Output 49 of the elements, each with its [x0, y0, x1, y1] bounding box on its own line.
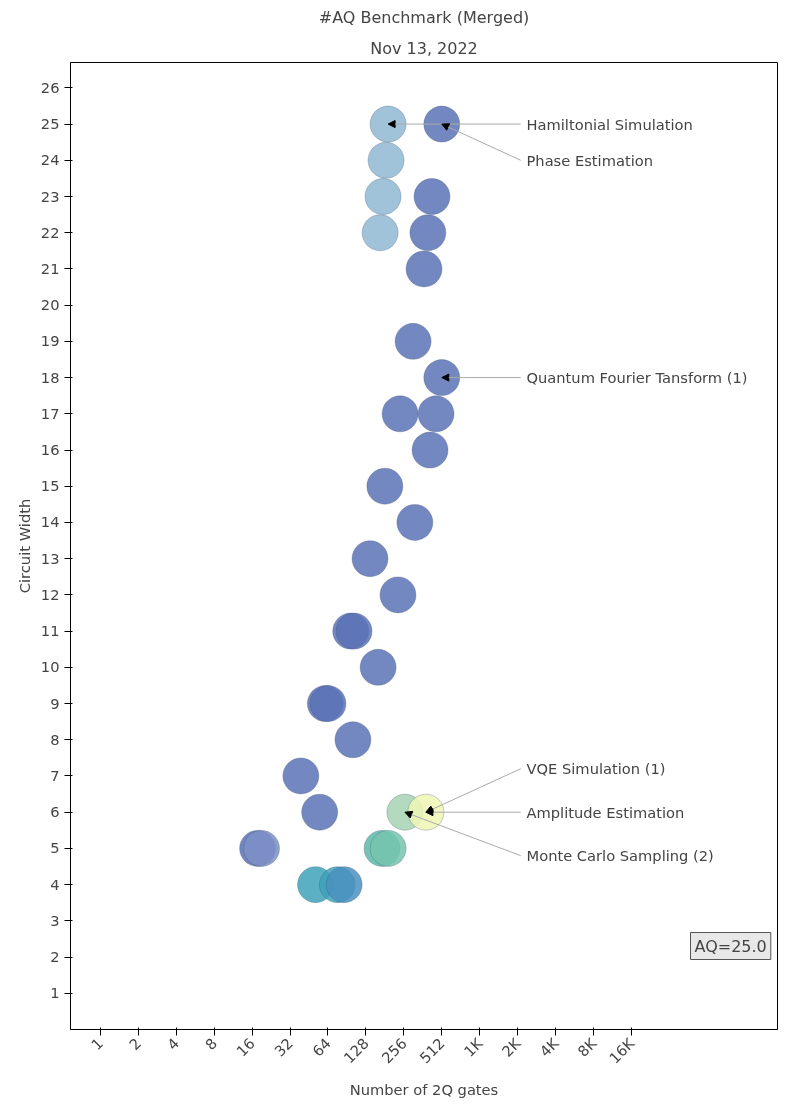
x-tick-label: 16: [232, 1034, 259, 1060]
y-tick-label: 3: [50, 911, 60, 929]
x-tick-label: 1: [87, 1034, 107, 1054]
y-tick-label: 2: [50, 948, 60, 966]
y-tick-label: 9: [50, 694, 60, 712]
y-tick-label: 20: [40, 296, 60, 314]
x-tick-label: 32: [270, 1034, 297, 1060]
y-tick-label: 18: [40, 368, 60, 386]
y-tick-label: 19: [40, 332, 60, 350]
y-tick-label: 24: [40, 151, 60, 169]
y-tick-label: 21: [40, 259, 60, 277]
y-tick-label: 13: [40, 549, 60, 567]
x-tick-label: 2: [125, 1034, 145, 1054]
x-tick-label: 512: [415, 1034, 448, 1067]
annotation: AQ=25.0: [694, 936, 767, 956]
annotation: Hamiltonial Simulation: [526, 115, 693, 133]
annotation: Phase Estimation: [526, 151, 653, 169]
y-tick-label: 4: [50, 875, 60, 893]
y-tick-label: 10: [40, 658, 60, 676]
y-tick-label: 14: [40, 513, 60, 531]
x-axis-title: Number of 2Q gates: [349, 1080, 499, 1098]
annotation: Amplitude Estimation: [526, 803, 685, 821]
y-tick-label: 23: [40, 187, 60, 205]
annotation: Monte Carlo Sampling (2): [526, 847, 714, 865]
x-tick-label: 8: [201, 1034, 221, 1054]
y-tick-label: 25: [40, 115, 60, 133]
y-tick-label: 17: [40, 404, 60, 422]
y-tick-label: 22: [40, 223, 60, 241]
y-tick-label: 15: [40, 477, 60, 495]
x-tick-label: 4K: [536, 1034, 562, 1060]
y-tick-label: 7: [50, 766, 60, 784]
x-tick-label: 8K: [574, 1034, 600, 1060]
x-tick-label: 1K: [460, 1034, 487, 1060]
x-tick-label: 64: [308, 1034, 334, 1060]
y-tick-label: 6: [50, 803, 60, 821]
y-tick-label: 12: [40, 585, 60, 603]
x-tick-label: 4: [163, 1034, 183, 1054]
y-tick-label: 26: [40, 78, 60, 96]
y-axis-title: Circuit Width: [15, 498, 33, 594]
y-tick-label: 5: [50, 839, 60, 857]
y-tick-label: 16: [40, 441, 60, 459]
y-tick-label: 1: [50, 984, 60, 1002]
annotation: Quantum Fourier Tansform (1): [526, 369, 748, 387]
y-tick-label: 8: [50, 730, 60, 748]
x-tick-label: 2K: [498, 1034, 524, 1060]
chart-subtitle: Nov 13, 2022: [370, 38, 478, 58]
y-tick-label: 11: [40, 622, 60, 640]
annotation: VQE Simulation (1): [526, 760, 666, 778]
chart-title: #AQ Benchmark (Merged): [318, 7, 530, 27]
